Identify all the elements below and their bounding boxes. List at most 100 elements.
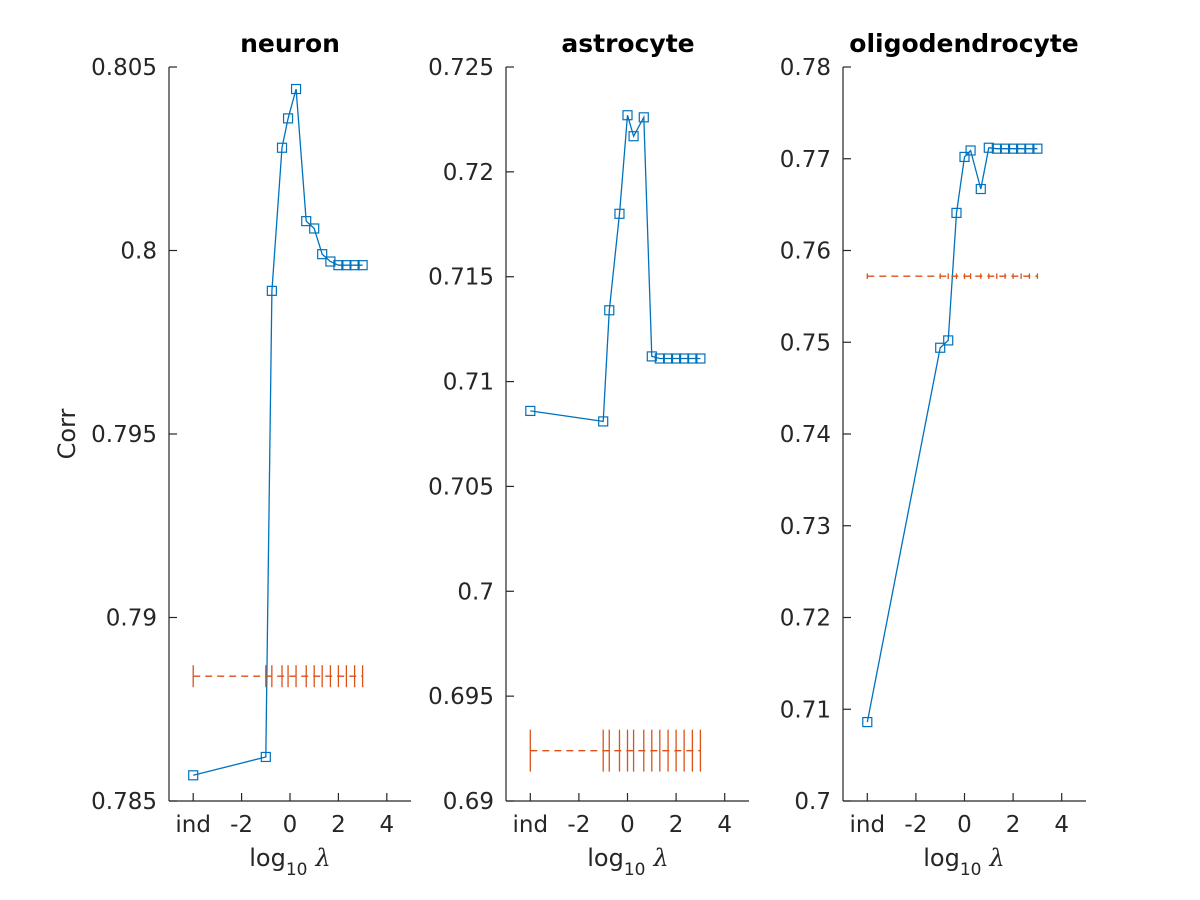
y-tick-label: 0.71 bbox=[443, 370, 494, 396]
main-series-point bbox=[301, 216, 312, 227]
y-tick-label: 0.725 bbox=[428, 55, 494, 81]
main-series-point bbox=[670, 353, 682, 364]
x-tick-label: -2 bbox=[904, 812, 927, 838]
x-axis-label-base: log bbox=[249, 844, 286, 872]
x-axis-label-base: log bbox=[923, 844, 960, 872]
y-tick-label: 0.74 bbox=[780, 422, 831, 448]
main-series-point bbox=[349, 260, 360, 271]
main-series-point bbox=[965, 145, 976, 156]
main-series-point bbox=[999, 143, 1011, 154]
main-series-point bbox=[935, 342, 946, 353]
x-axis-label: log10 λ bbox=[249, 844, 330, 880]
main-series-point bbox=[983, 142, 994, 153]
x-tick-label: 4 bbox=[717, 812, 732, 838]
y-tick-label: 0.7 bbox=[457, 579, 494, 605]
main-series-point bbox=[695, 353, 706, 364]
y-tick-label: 0.795 bbox=[91, 422, 157, 448]
main-series-point bbox=[654, 353, 665, 364]
x-tick-label: 4 bbox=[379, 812, 394, 838]
main-series-point bbox=[333, 260, 344, 271]
main-series-point bbox=[282, 113, 294, 124]
main-series-point bbox=[325, 256, 336, 267]
x-tick-label: 4 bbox=[1054, 812, 1069, 838]
main-series-point bbox=[341, 260, 352, 271]
main-series-point bbox=[290, 83, 302, 95]
main-series-point bbox=[598, 416, 609, 427]
y-tick-label: 0.695 bbox=[428, 684, 494, 710]
y-tick-label: 0.79 bbox=[106, 606, 157, 632]
x-tick-label: ind bbox=[850, 812, 886, 838]
main-series-point bbox=[1007, 143, 1019, 154]
main-series-point bbox=[622, 110, 633, 121]
main-series-point bbox=[646, 351, 657, 362]
main-series-point bbox=[951, 207, 962, 218]
y-tick-label: 0.72 bbox=[780, 606, 831, 632]
y-tick-label: 0.71 bbox=[780, 697, 831, 723]
y-tick-label: 0.72 bbox=[443, 160, 494, 186]
main-series-point bbox=[638, 112, 649, 123]
x-tick-label: 0 bbox=[283, 812, 298, 838]
x-tick-label: -2 bbox=[567, 812, 590, 838]
subplot-title: astrocyte bbox=[561, 29, 694, 58]
y-tick-label: 0.805 bbox=[91, 55, 157, 81]
subplot-oligodendrocyte: oligodendrocyte log10 λ 0.7 0.71 0.72 0.73 0.… bbox=[780, 29, 1086, 880]
y-tick-label: 0.8 bbox=[120, 239, 157, 265]
x-tick-label: 0 bbox=[620, 812, 635, 838]
main-series-point bbox=[662, 353, 674, 364]
y-axis-label: Corr bbox=[53, 408, 81, 459]
y-tick-label: 0.705 bbox=[428, 474, 494, 500]
main-series-point bbox=[1032, 143, 1043, 154]
y-tick-label: 0.77 bbox=[780, 147, 831, 173]
main-series-point bbox=[975, 183, 986, 195]
main-series-point bbox=[959, 151, 970, 163]
main-series-point bbox=[525, 405, 536, 417]
main-series-point bbox=[614, 208, 625, 219]
x-tick-label: ind bbox=[513, 812, 549, 838]
y-tick-label: 0.7 bbox=[794, 789, 831, 815]
x-axis-label-symbol: λ bbox=[653, 844, 669, 872]
subplot-title: oligodendrocyte bbox=[849, 29, 1078, 58]
x-tick-label: 2 bbox=[1006, 812, 1021, 838]
main-series-line bbox=[530, 114, 701, 423]
main-series-point bbox=[188, 770, 199, 781]
x-axis-label-symbol: λ bbox=[315, 844, 331, 872]
x-tick-label: -2 bbox=[230, 812, 253, 838]
x-axis-label-subscript: 10 bbox=[624, 860, 646, 880]
x-tick-label: 2 bbox=[669, 812, 684, 838]
y-tick-label: 0.69 bbox=[443, 789, 494, 815]
x-axis-label-subscript: 10 bbox=[960, 860, 982, 880]
x-tick-label: ind bbox=[175, 812, 211, 838]
y-tick-label: 0.78 bbox=[780, 55, 831, 81]
main-series-point bbox=[1016, 143, 1027, 154]
x-axis-label-subscript: 10 bbox=[286, 860, 308, 880]
y-tick-label: 0.75 bbox=[780, 330, 831, 356]
y-tick-label: 0.785 bbox=[91, 789, 157, 815]
main-series-point bbox=[628, 131, 639, 142]
main-series-point bbox=[604, 305, 615, 316]
subplot-neuron: neuron log10 λ 0.785 0.79 0.795 0.8 0.805 ind -… bbox=[91, 29, 411, 880]
main-series-point bbox=[943, 335, 954, 346]
main-series-point bbox=[357, 260, 368, 271]
x-tick-label: 0 bbox=[957, 812, 972, 838]
main-series-point bbox=[266, 285, 277, 296]
x-axis-label: log10 λ bbox=[587, 844, 668, 880]
main-series-point bbox=[679, 353, 690, 364]
y-tick-label: 0.73 bbox=[780, 514, 831, 540]
main-series-point bbox=[260, 751, 271, 763]
main-series-point bbox=[317, 249, 328, 260]
main-series-point bbox=[309, 223, 320, 234]
subplot-title: neuron bbox=[240, 29, 340, 58]
main-series-point bbox=[991, 143, 1002, 154]
main-series-point bbox=[276, 142, 288, 153]
main-series-point bbox=[687, 353, 698, 364]
x-axis-label-base: log bbox=[587, 844, 624, 872]
x-axis-label-symbol: λ bbox=[989, 844, 1005, 872]
main-series-point bbox=[1024, 143, 1035, 154]
x-tick-label: 2 bbox=[331, 812, 346, 838]
main-series-line bbox=[193, 88, 363, 776]
y-tick-label: 0.76 bbox=[780, 239, 831, 265]
y-tick-label: 0.715 bbox=[428, 265, 494, 291]
subplot-astrocyte: astrocyte log10 λ 0.69 0.695 0.7 0.705 0.71 0.… bbox=[428, 29, 749, 880]
